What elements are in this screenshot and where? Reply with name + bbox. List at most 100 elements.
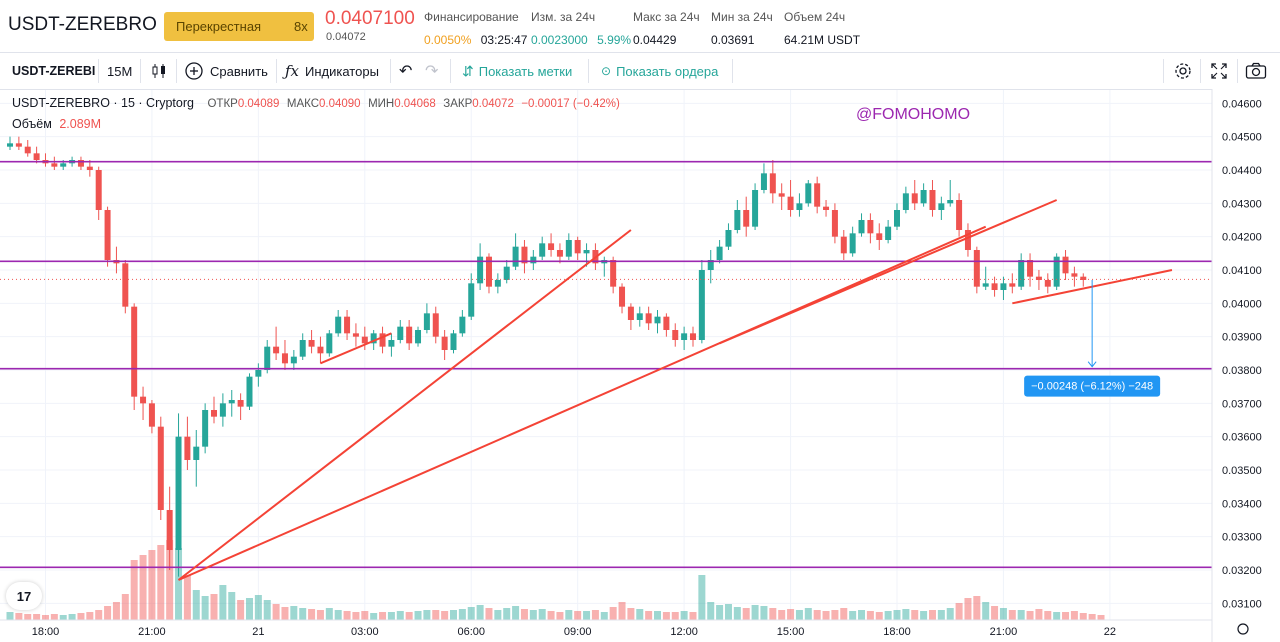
- candle-body: [521, 246, 528, 264]
- measure-arrow: [1087, 361, 1097, 368]
- axis-gear-circle: [1237, 623, 1249, 635]
- volume-bar: [1008, 610, 1016, 620]
- undo-button[interactable]: ↶: [399, 53, 412, 89]
- candle-body: [459, 316, 466, 334]
- fullscreen-icon: [1211, 63, 1227, 79]
- candle-body: [95, 170, 102, 210]
- measure-label-bg: [1024, 375, 1161, 397]
- candle-body: [565, 240, 572, 257]
- candle-body: [752, 190, 759, 227]
- volume-bar: [636, 609, 644, 620]
- candle-body: [7, 143, 13, 147]
- volume-bar: [441, 611, 449, 620]
- candle-body: [175, 436, 182, 550]
- volume-label: Объем 24ч: [784, 10, 846, 24]
- volume-bar: [272, 604, 280, 620]
- volume-bar: [804, 608, 812, 620]
- volume-bar: [858, 610, 866, 620]
- candle-body: [51, 163, 58, 167]
- volume-bar: [316, 610, 324, 620]
- chart-grid: [0, 90, 1212, 620]
- candle-body: [645, 313, 652, 324]
- show-orders-button[interactable]: ⊙ Показать ордера: [601, 53, 718, 89]
- price-tick-label: 0.04300: [1222, 198, 1262, 210]
- indicators-label: Индикаторы: [305, 63, 379, 79]
- volume-bar: [405, 612, 413, 620]
- time-tick-label: 21: [252, 626, 264, 638]
- candle-body: [991, 283, 998, 290]
- trendline: [320, 332, 392, 365]
- volume-bar: [911, 610, 919, 620]
- volume-bar: [476, 605, 484, 620]
- volume-bar: [556, 612, 564, 620]
- interval-button[interactable]: 15M: [107, 63, 133, 79]
- show-marks-button[interactable]: ⇵ Показать метки: [462, 53, 572, 89]
- candle-body: [308, 340, 315, 347]
- volume-bar: [432, 610, 440, 620]
- candle-body: [1080, 276, 1087, 280]
- tradingview-logo[interactable]: 17: [6, 582, 42, 610]
- candles-type-button[interactable]: [150, 53, 168, 89]
- time-axis[interactable]: 18:00 21:00 21 03:00 06:00 09:00 12:00 15:00 18:…: [0, 619, 1249, 638]
- indicators-button[interactable]: ƒx Индикаторы: [285, 53, 379, 89]
- volume-bar: [893, 610, 901, 620]
- volume-bar: [813, 610, 821, 620]
- volume-bar: [254, 595, 262, 620]
- candle-body: [166, 510, 173, 550]
- candle-body: [237, 400, 244, 407]
- low-value: 0.03691: [711, 33, 755, 47]
- volume-stat: Объем 24ч 64.21M USDT: [784, 10, 860, 47]
- measure-label: −0.00248 (−6.12%) −248: [1031, 381, 1153, 393]
- margin-mode-label: Перекрестная: [176, 19, 262, 34]
- volume-bar: [724, 604, 732, 620]
- volume-legend-label: Объём: [12, 117, 52, 131]
- volume-bar: [591, 610, 599, 620]
- volume-bar: [201, 596, 209, 620]
- candle-body: [787, 196, 794, 210]
- volume-bar: [15, 613, 23, 620]
- volume-bar: [228, 592, 236, 620]
- trendline: [719, 199, 1058, 345]
- candle-body: [122, 263, 129, 307]
- screenshot-button[interactable]: [1245, 53, 1267, 89]
- volume-bar: [529, 610, 537, 620]
- compare-button[interactable]: Сравнить: [184, 53, 268, 89]
- price-chart[interactable]: 0.044250.041260.038040.032080.04072 −0.0…: [0, 89, 1280, 642]
- volume-bar: [955, 603, 963, 620]
- candle-body: [894, 210, 900, 227]
- high-value: 0.04429: [633, 33, 677, 47]
- settings-button[interactable]: [1173, 53, 1193, 89]
- trendline: [178, 225, 987, 581]
- candle-body: [503, 266, 510, 280]
- volume-bar: [112, 602, 120, 620]
- volume-bar: [698, 575, 706, 620]
- volume-bar: [245, 598, 253, 620]
- volume-bar: [742, 608, 750, 620]
- candle-body: [423, 313, 430, 330]
- high-stat: Макс за 24ч 0.04429: [633, 10, 700, 47]
- volume-bar: [565, 610, 573, 620]
- undo-icon: ↶: [399, 63, 413, 80]
- volume-bar: [875, 612, 883, 620]
- redo-button[interactable]: ↷: [425, 53, 438, 89]
- margin-mode-button[interactable]: Перекрестная 8x: [164, 12, 314, 41]
- legend-open-label: ОТКР: [207, 98, 238, 110]
- fullscreen-button[interactable]: [1210, 53, 1228, 89]
- candle-body: [805, 183, 812, 204]
- time-tick-label: 09:00: [564, 626, 592, 638]
- symbol-search-button[interactable]: USDT-ZEREBI: [12, 64, 96, 78]
- candle-body: [849, 233, 856, 254]
- time-tick-label: 18:00: [883, 626, 911, 638]
- volume-bar: [1053, 612, 1061, 620]
- price-tick-label: 0.03200: [1222, 565, 1262, 577]
- price-tick-label: 0.04600: [1222, 98, 1262, 110]
- candle-body: [211, 410, 218, 417]
- price-tick-label: 0.04100: [1222, 265, 1262, 277]
- volume-bar: [547, 611, 555, 620]
- candle-body: [86, 166, 93, 170]
- candle-body: [539, 243, 546, 257]
- volume-bar: [343, 611, 351, 620]
- price-tick-label: 0.03800: [1222, 365, 1262, 377]
- price-axis[interactable]: 0.04600 0.04500 0.04400 0.04300 0.04200 0.041…: [1211, 89, 1280, 642]
- candle-body: [672, 330, 679, 340]
